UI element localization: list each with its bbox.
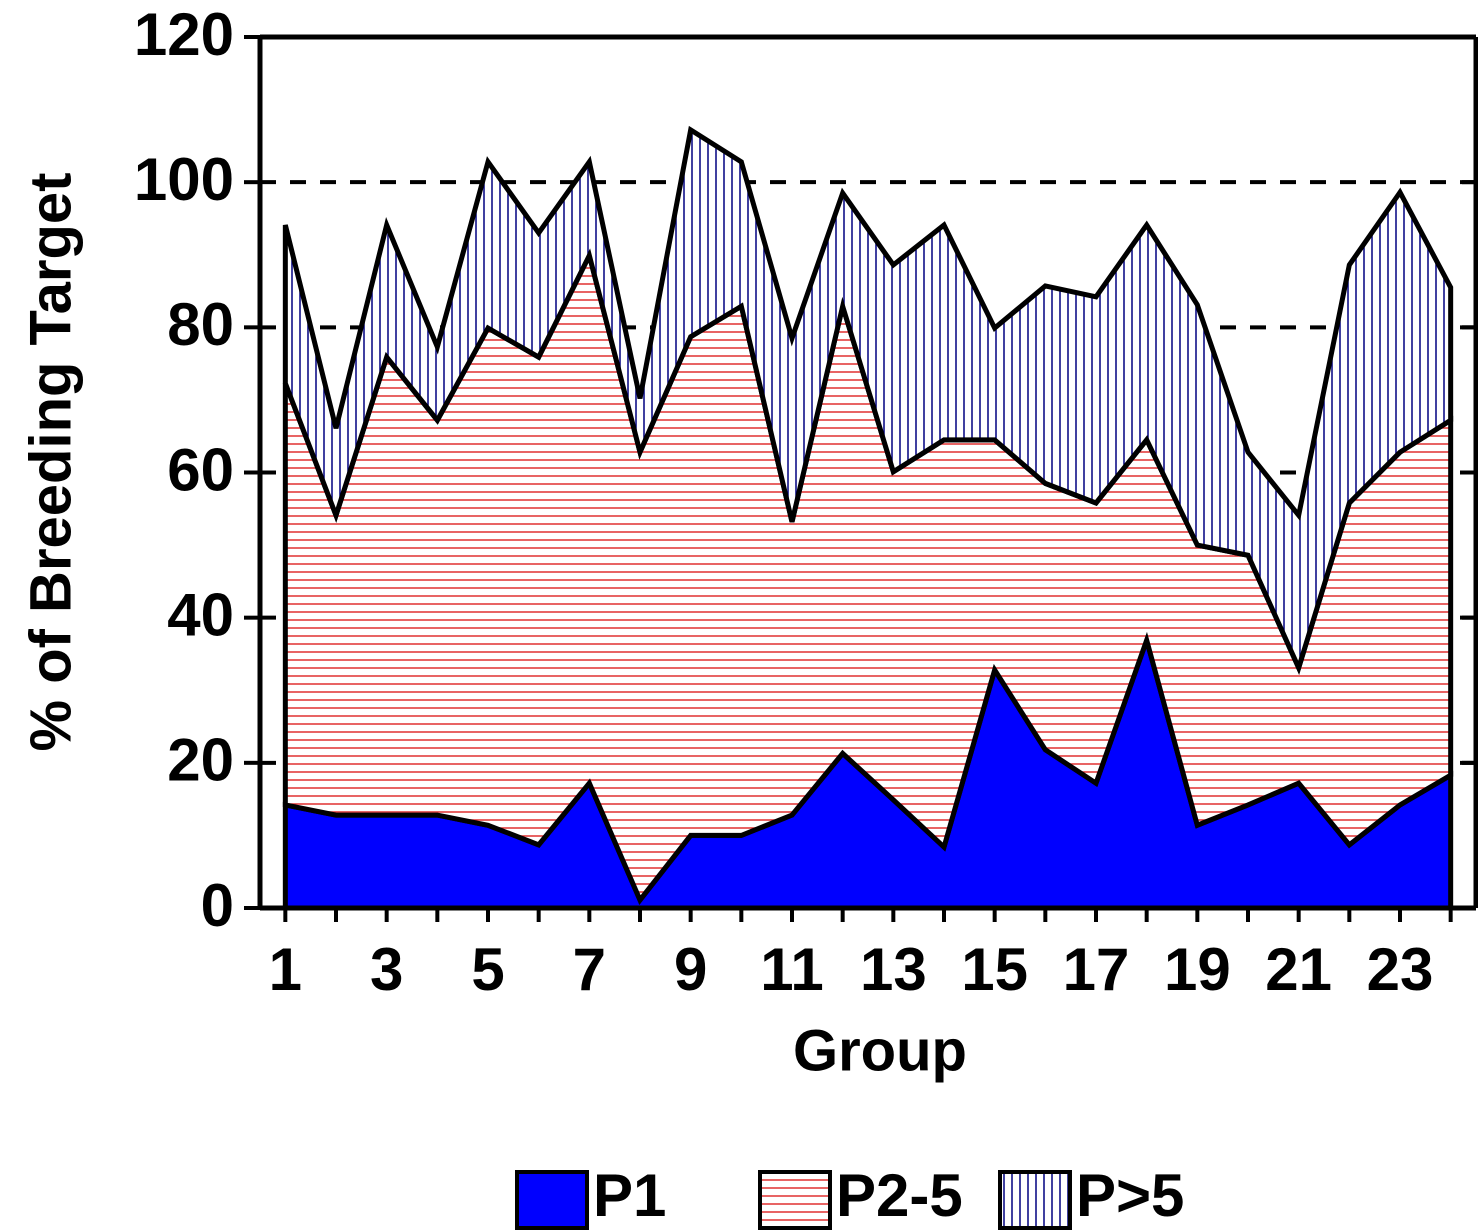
x-tick-label: 21: [1265, 936, 1332, 1003]
x-tick-label: 13: [860, 936, 927, 1003]
y-tick-label: 0: [201, 872, 234, 939]
x-tick-label: 11: [760, 936, 823, 1003]
legend-label: P>5: [1076, 1162, 1184, 1229]
y-tick-label: 80: [167, 291, 234, 358]
y-tick-label: 120: [134, 1, 234, 68]
area: [282, 125, 1454, 675]
x-tick-label: 19: [1164, 936, 1231, 1003]
legend-swatch: [515, 1170, 589, 1230]
legend-swatch: [758, 1170, 832, 1230]
x-tick-label: 23: [1367, 936, 1434, 1003]
y-axis-label: % of Breeding Target: [18, 173, 83, 752]
x-tick-label: 5: [471, 936, 504, 1003]
y-tick-label: 40: [167, 582, 234, 649]
x-tick-label: 9: [674, 936, 707, 1003]
x-tick-label: 15: [961, 936, 1028, 1003]
y-tick-label: 60: [167, 436, 234, 503]
x-tick-label: 7: [573, 936, 606, 1003]
x-tick-label: 1: [269, 936, 302, 1003]
legend-swatch: [998, 1170, 1072, 1230]
legend-label: P2-5: [836, 1162, 963, 1229]
x-axis-label: Group: [793, 1018, 967, 1083]
y-tick-label: 20: [167, 727, 234, 794]
x-tick-label: 3: [370, 936, 403, 1003]
y-tick-label: 100: [134, 146, 234, 213]
legend-label: P1: [593, 1162, 666, 1229]
x-tick-label: 17: [1063, 936, 1130, 1003]
